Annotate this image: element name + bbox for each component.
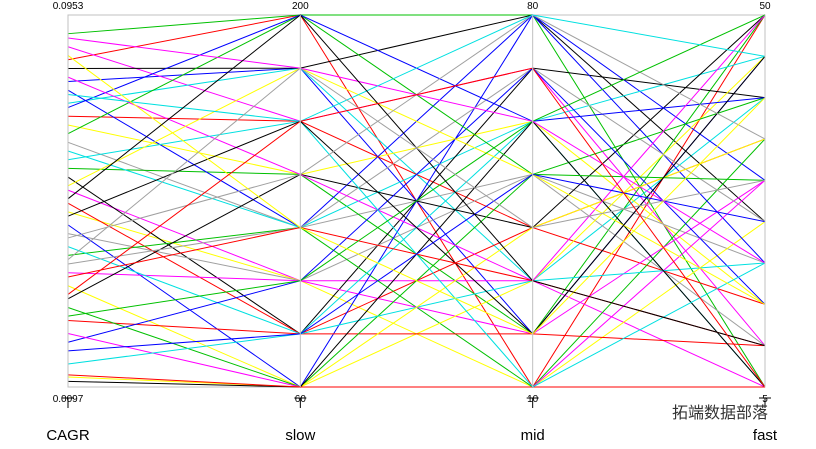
data-line <box>67 173 766 352</box>
data-line <box>67 320 766 347</box>
axis-max-label: 0.0953 <box>53 1 84 12</box>
data-line <box>67 67 766 305</box>
data-line <box>67 138 766 388</box>
axes: 0.0953 0.0097 CAGR 200 60 slow 80 10 mid 50 5 fast <box>46 1 778 444</box>
axis-max-label: 50 <box>759 1 771 12</box>
axis-min-label: 60 <box>295 394 307 405</box>
axis-name: slow <box>285 427 315 444</box>
axis-min-label: 0.0097 <box>53 394 84 405</box>
axis-max-label: 80 <box>527 1 539 12</box>
data-line <box>67 14 766 388</box>
axis-name: mid <box>521 427 545 444</box>
axis-min-label: 10 <box>527 394 539 405</box>
axis-name: CAGR <box>46 427 90 444</box>
axis-max-label: 200 <box>292 1 309 12</box>
data-line <box>67 374 765 388</box>
data-line <box>67 56 766 335</box>
data-line <box>67 67 766 388</box>
data-line <box>67 14 766 122</box>
axis-name: fast <box>753 427 778 444</box>
data-line <box>67 67 766 343</box>
lines <box>67 14 766 388</box>
data-line <box>67 55 766 335</box>
axis-min-label: 5 <box>762 394 768 405</box>
watermark: 拓端数据部落 <box>672 404 768 422</box>
data-line <box>67 14 766 223</box>
data-line <box>67 67 766 261</box>
data-line <box>67 14 766 317</box>
